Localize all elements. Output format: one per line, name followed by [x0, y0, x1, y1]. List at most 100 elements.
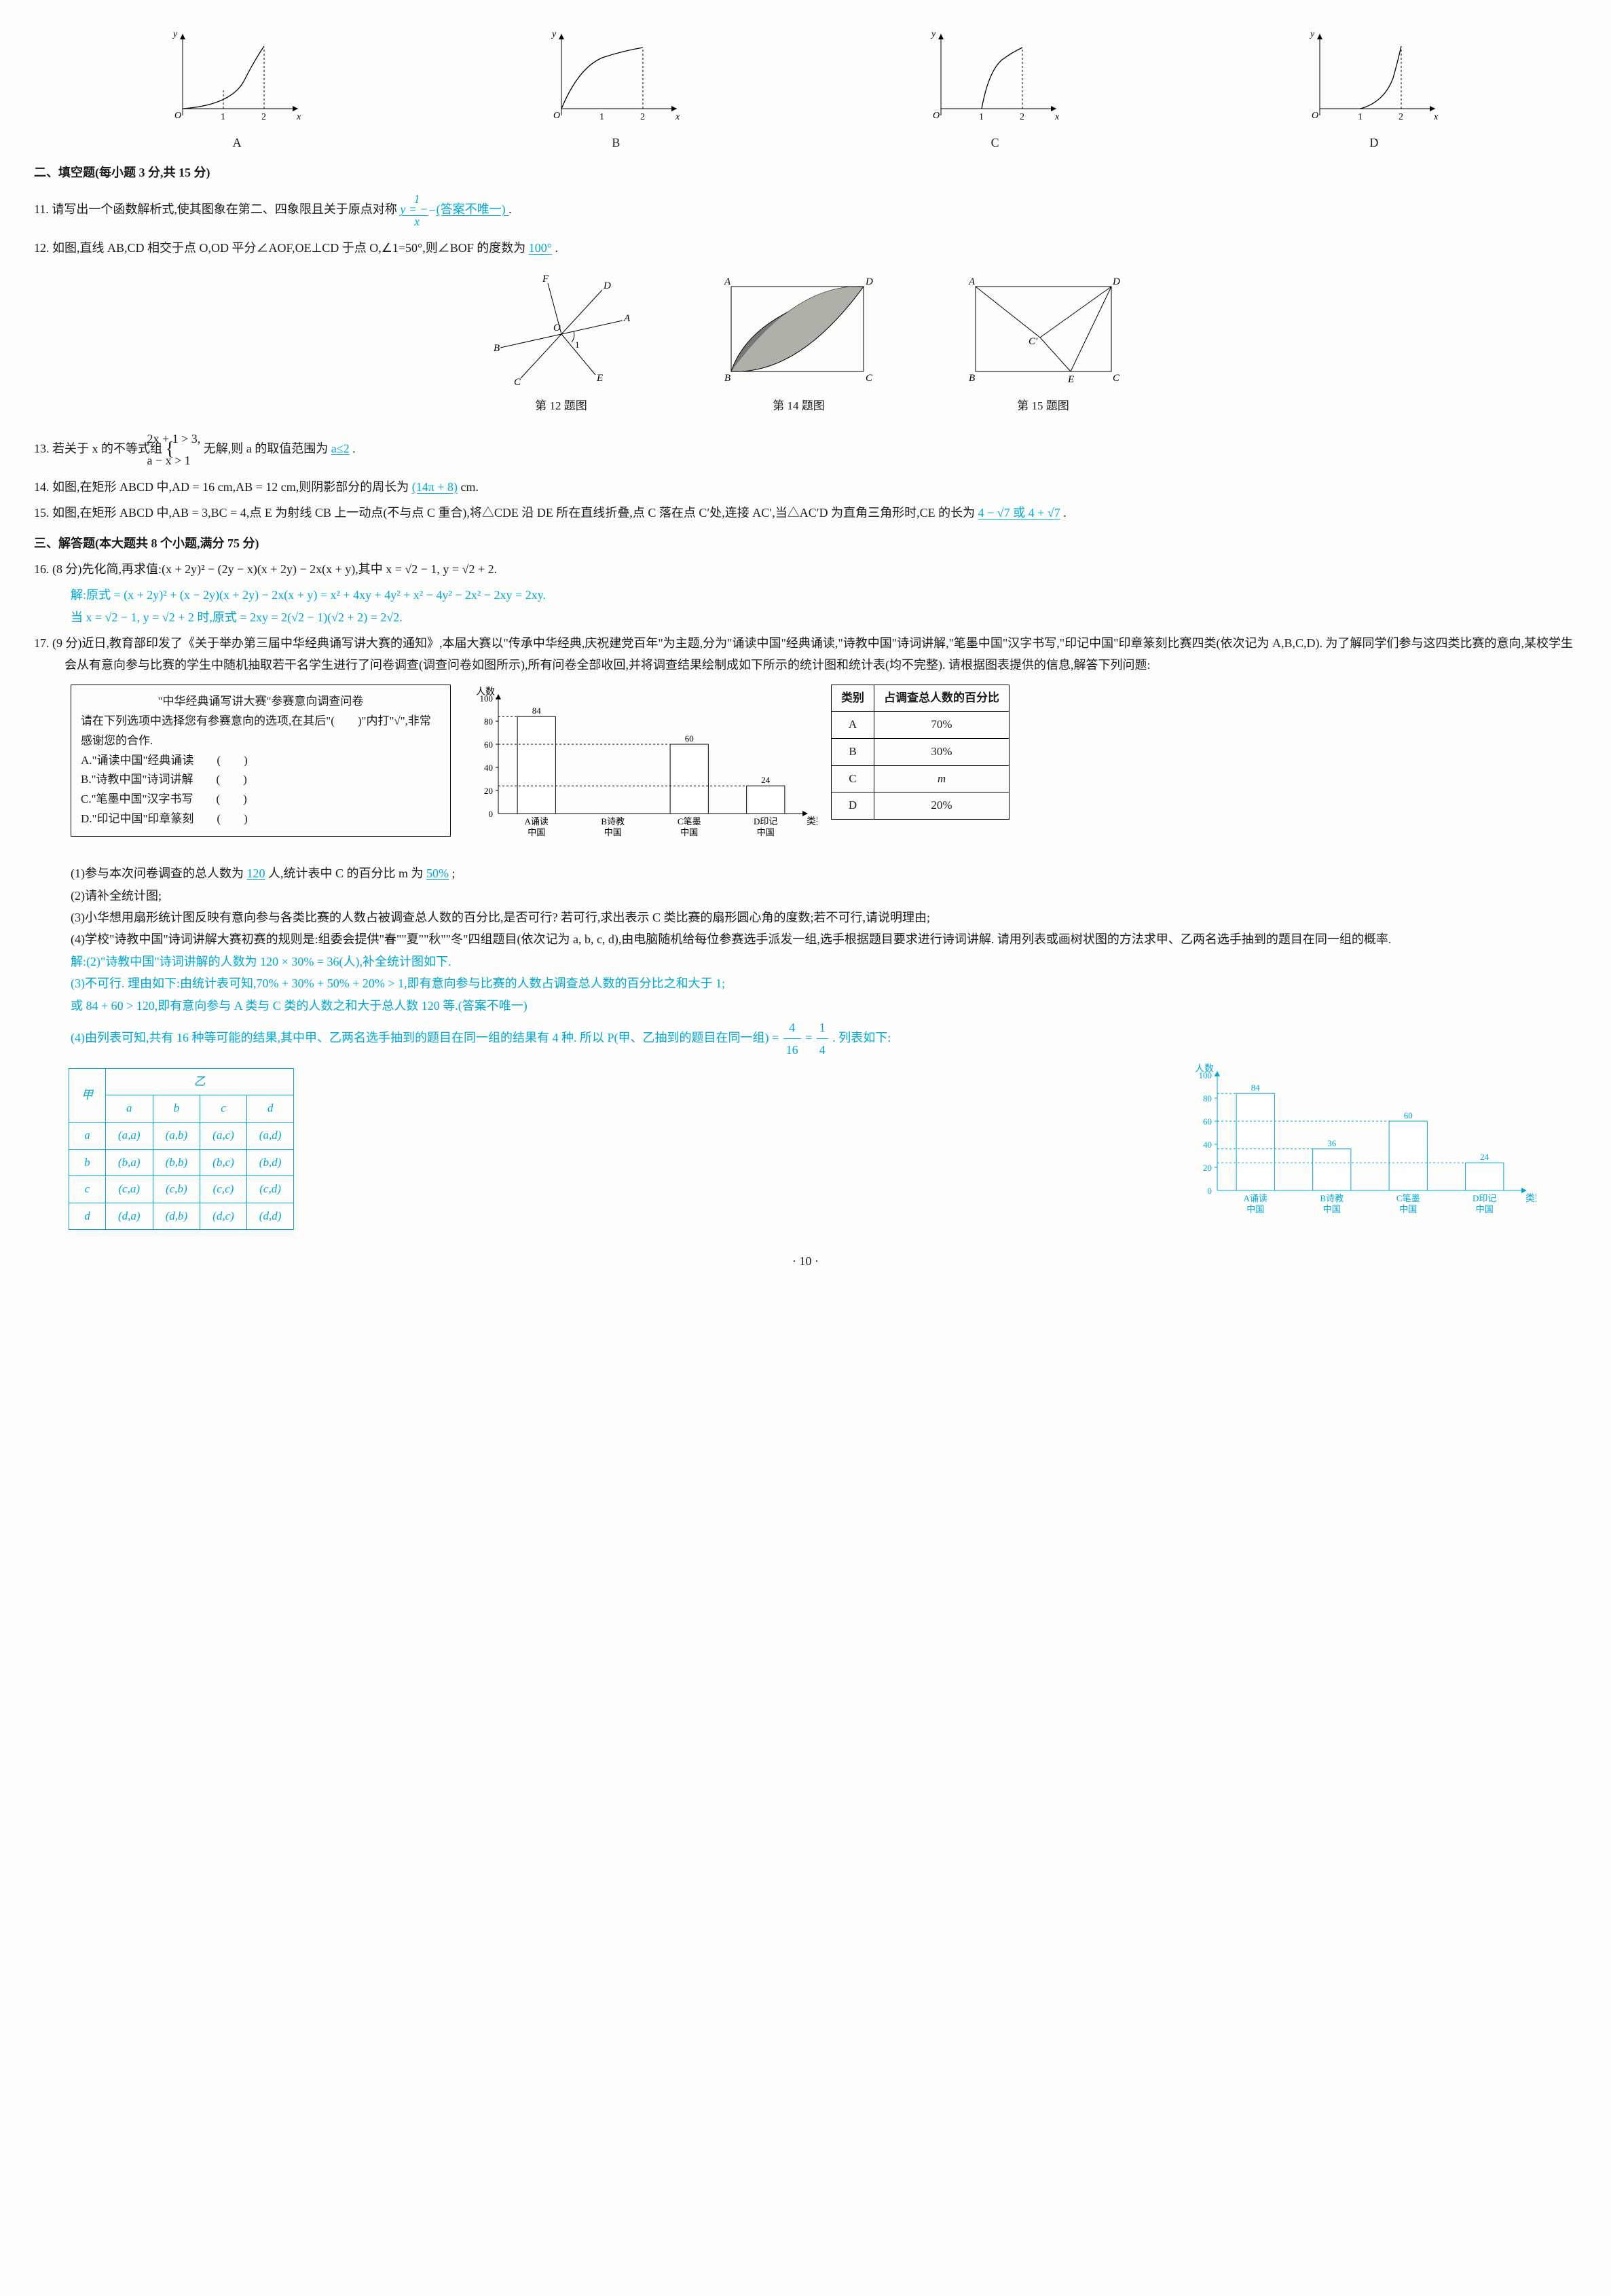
svg-text:1: 1 [979, 112, 984, 122]
q17-sol2: 解:(2)"诗教中国"诗词讲解的人数为 120 × 30% = 36(人),补全… [34, 951, 1577, 972]
svg-text:中国: 中国 [757, 827, 775, 837]
graph-label-C: C [819, 132, 1171, 153]
q12-answer: 100° [529, 241, 552, 255]
q11-answer: y = −1x(答案不唯一) [400, 202, 508, 216]
svg-text:B诗教: B诗教 [601, 816, 625, 826]
svg-text:1: 1 [221, 112, 225, 122]
svg-text:24: 24 [1480, 1152, 1489, 1162]
graph-D: y x O 1 2 D [1198, 27, 1550, 153]
q16-sol2: 当 x = √2 − 1, y = √2 + 2 时,原式 = 2xy = 2(… [34, 606, 1577, 628]
svg-text:O: O [553, 111, 560, 121]
q17-bar-chart: 人数类别02040608010084A诵读中国B诗教中国60C笔墨中国24D印记… [464, 685, 817, 854]
svg-text:中国: 中国 [1246, 1204, 1264, 1214]
q14-answer: (14π + 8) [412, 480, 458, 494]
svg-text:1: 1 [575, 340, 580, 350]
q17-exhibits-row: "中华经典诵写讲大赛"参赛意向调查问卷 请在下列选项中选择您有参赛意向的选项,在… [71, 685, 1577, 854]
q13: 13. 若关于 x 的不等式组 { 2x + 1 > 3, a − x > 1 … [34, 428, 1577, 472]
svg-text:60: 60 [484, 740, 493, 750]
q15-answer: 4 − √7 或 4 + √7 [978, 506, 1060, 520]
svg-text:y: y [1309, 29, 1315, 39]
q11: 11. 请写出一个函数解析式,使其图象在第二、四象限且关于原点对称 y = −1… [34, 188, 1577, 233]
fig12-svg: B A C D F E O 1 [480, 270, 643, 385]
q16-stem: 16. (8 分)先化简,再求值:(x + 2y)² − (2y − x)(x … [34, 558, 1577, 580]
q17-p1: (1)参与本次问卷调查的总人数为 120 人,统计表中 C 的百分比 m 为 5… [34, 862, 1577, 884]
svg-text:y: y [930, 29, 936, 39]
svg-text:D: D [1112, 276, 1120, 287]
svg-text:0: 0 [489, 809, 494, 819]
svg-text:2: 2 [640, 112, 645, 122]
svg-text:2: 2 [261, 112, 266, 122]
survey-box: "中华经典诵写讲大赛"参赛意向调查问卷 请在下列选项中选择您有参赛意向的选项,在… [71, 685, 451, 837]
svg-text:类别: 类别 [807, 816, 817, 827]
fig12-label: 第 12 题图 [480, 396, 643, 417]
survey-title: "中华经典诵写讲大赛"参赛意向调查问卷 [81, 692, 441, 712]
q17-sol4: (4)由列表可知,共有 16 种等可能的结果,其中甲、乙两名选手抽到的题目在同一… [34, 1017, 1577, 1061]
svg-text:y: y [551, 29, 557, 39]
svg-text:24: 24 [761, 775, 771, 785]
svg-text:x: x [1433, 112, 1439, 122]
svg-text:C: C [866, 373, 873, 384]
q12-stem: 12. 如图,直线 AB,CD 相交于点 O,OD 平分∠AOF,OE⊥CD 于… [34, 241, 525, 255]
curve-graph-B: y x O 1 2 [548, 27, 684, 129]
fig-q12: B A C D F E O 1 第 12 题图 [480, 270, 643, 417]
svg-text:D印记: D印记 [754, 816, 777, 826]
svg-text:20: 20 [1203, 1163, 1212, 1173]
svg-text:0: 0 [1208, 1186, 1212, 1196]
svg-text:80: 80 [1203, 1093, 1212, 1104]
svg-text:中国: 中国 [680, 827, 698, 837]
fig14-label: 第 14 题图 [711, 396, 887, 417]
svg-text:中国: 中国 [1476, 1204, 1494, 1214]
q17-stem: 17. (9 分)近日,教育部印发了《关于举办第三届中华经典诵写讲大赛的通知》,… [34, 632, 1577, 676]
svg-text:O: O [933, 111, 940, 121]
svg-text:中国: 中国 [604, 827, 622, 837]
svg-text:40: 40 [1203, 1140, 1212, 1150]
svg-text:B: B [724, 373, 730, 384]
svg-text:y: y [172, 29, 178, 39]
svg-text:84: 84 [1251, 1082, 1261, 1093]
q13-stem: 13. 若关于 x 的不等式组 [34, 441, 162, 455]
curve-graph-C: y x O 1 2 [927, 27, 1063, 129]
graph-C: y x O 1 2 C [819, 27, 1171, 153]
q11-stem: 11. 请写出一个函数解析式,使其图象在第二、四象限且关于原点对称 [34, 202, 397, 216]
graph-label-D: D [1198, 132, 1550, 153]
svg-text:A: A [724, 276, 731, 287]
svg-text:O: O [1312, 111, 1318, 121]
svg-text:x: x [296, 112, 301, 122]
fig15-svg: A D B C E C′ [955, 270, 1132, 385]
svg-text:中国: 中国 [1323, 1204, 1341, 1214]
svg-text:20: 20 [484, 786, 493, 796]
svg-text:B: B [969, 373, 975, 384]
svg-text:A诵读: A诵读 [1244, 1193, 1267, 1203]
q15-stem: 15. 如图,在矩形 ABCD 中,AB = 3,BC = 4,点 E 为射线 … [34, 506, 975, 520]
svg-text:O: O [553, 323, 561, 333]
svg-text:C′: C′ [1029, 336, 1038, 347]
q17-p2: (2)请补全统计图; [34, 885, 1577, 907]
svg-text:F: F [542, 274, 549, 285]
svg-text:C: C [514, 377, 521, 385]
svg-text:60: 60 [1404, 1110, 1413, 1120]
q17-p4: (4)学校"诗教中国"诗词讲解大赛初赛的规则是:组委会提供"春""夏""秋""冬… [34, 928, 1577, 950]
svg-text:D印记: D印记 [1473, 1193, 1496, 1203]
svg-text:100: 100 [480, 693, 494, 704]
survey-item-A: A."诵读中国"经典诵读 ( ) [81, 751, 441, 771]
fig15-label: 第 15 题图 [955, 396, 1132, 417]
svg-text:2: 2 [1020, 112, 1024, 122]
svg-text:84: 84 [532, 706, 542, 716]
fig14-svg: A D B C [711, 270, 887, 385]
q17-percent-table: 类别占调查总人数的百分比 A70% B30% Cm D20% [831, 685, 1010, 820]
q14: 14. 如图,在矩形 ABCD 中,AD = 16 cm,AB = 12 cm,… [34, 476, 1577, 498]
svg-text:C: C [1113, 373, 1120, 384]
svg-text:36: 36 [1327, 1138, 1337, 1148]
survey-intro: 请在下列选项中选择您有参赛意向的选项,在其后"( )"内打"√",非常感谢您的合… [81, 712, 441, 751]
curve-graph-D: y x O 1 2 [1306, 27, 1442, 129]
svg-text:B: B [494, 343, 500, 354]
graph-choices-row: y x O 1 2 A y x O 1 2 B [61, 27, 1550, 153]
page-number: · 10 · [34, 1250, 1577, 1272]
answer-bar-chart: 人数类别02040608010084A诵读中国36B诗教中国60C笔墨中国24D… [1183, 1061, 1536, 1231]
svg-text:类别: 类别 [1525, 1193, 1536, 1204]
svg-text:A: A [968, 276, 976, 287]
fig-q14: A D B C 第 14 题图 [711, 270, 887, 417]
svg-text:1: 1 [1358, 112, 1363, 122]
svg-text:40: 40 [484, 763, 493, 773]
svg-text:C笔墨: C笔墨 [678, 816, 701, 826]
